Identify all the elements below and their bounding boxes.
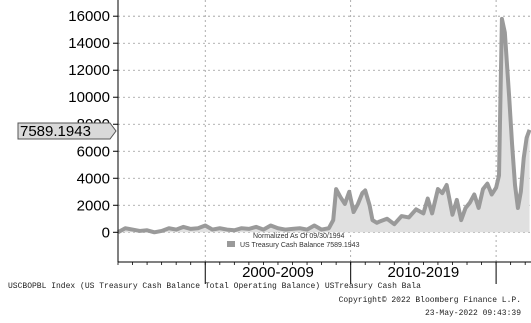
y-tick-label: 14000 [68, 35, 110, 52]
last-value-label: 7589.1943 [20, 123, 91, 140]
series-line-path [117, 16, 531, 235]
x-period-label: 2000-2009 [242, 264, 314, 281]
legend-swatch [227, 241, 235, 247]
series-line [117, 16, 531, 235]
legend: Normalized As Of 09/30/1994 US Treasury … [227, 233, 360, 249]
series-area [118, 18, 530, 233]
y-tick-label: 0 [102, 224, 110, 241]
y-ticks: 0200040006000800010000120001400016000 [68, 8, 118, 241]
last-value-callout: 7589.1943 [17, 122, 117, 140]
y-tick-label: 6000 [77, 143, 110, 160]
y-tick-label: 10000 [68, 89, 110, 106]
series-area-fill [118, 18, 530, 233]
x-period-label: 2010-2019 [388, 264, 460, 281]
y-tick-label: 2000 [77, 197, 110, 214]
footer-timestamp: 23-May-2022 09:43:39 [425, 309, 521, 318]
legend-note: Normalized As Of 09/30/1994 [253, 233, 345, 240]
footer: USCBOPBL Index (US Treasury Cash Balance… [8, 282, 521, 318]
y-tick-label: 4000 [77, 170, 110, 187]
y-tick-label: 12000 [68, 62, 110, 79]
footer-copyright: Copyright© 2022 Bloomberg Finance L.P. [339, 296, 521, 305]
legend-entry: US Treasury Cash Balance 7589.1943 [240, 242, 360, 249]
x-period-labels: 2000-2009 2010-2019 [117, 262, 526, 284]
last-value-box [17, 122, 117, 140]
footer-index-line: USCBOPBL Index (US Treasury Cash Balance… [8, 282, 421, 291]
y-tick-label: 16000 [68, 8, 110, 25]
